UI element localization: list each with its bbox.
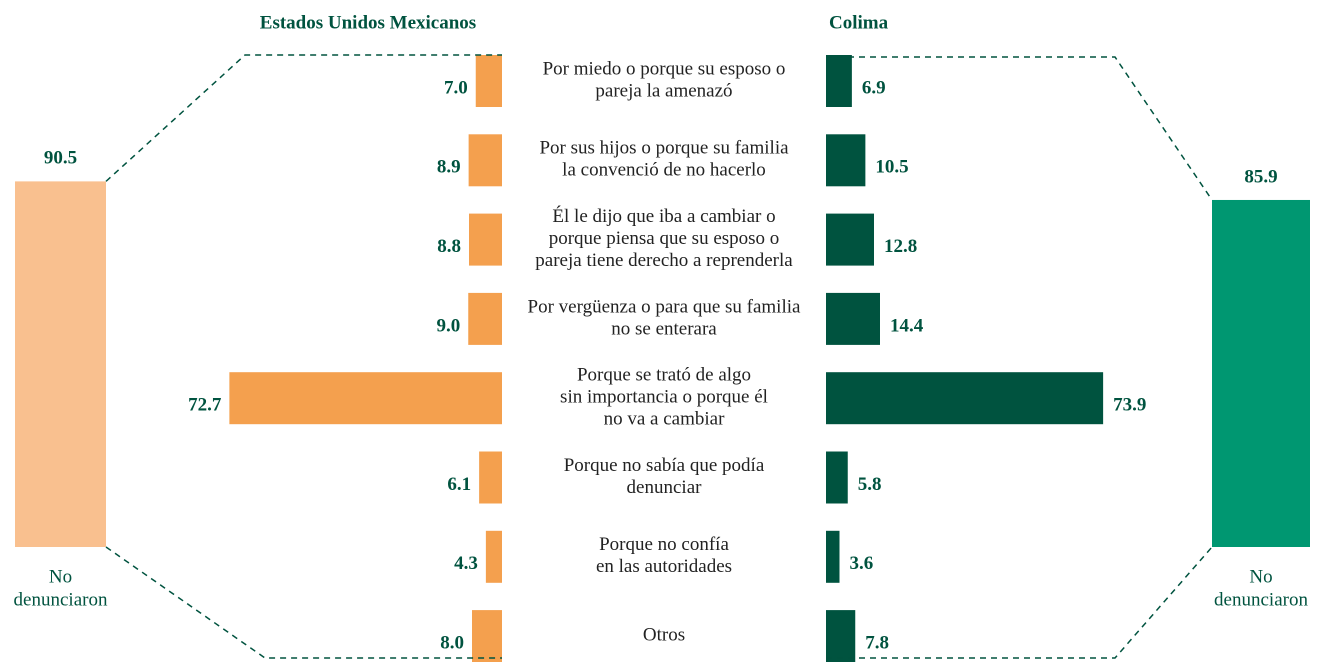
connector bbox=[105, 54, 502, 182]
bar bbox=[826, 292, 880, 345]
connector bbox=[826, 546, 1213, 659]
total-label: No bbox=[1249, 566, 1272, 587]
value-label: 6.1 bbox=[447, 474, 471, 495]
bar bbox=[826, 610, 856, 662]
category-label: Por sus hijos o porque su familia bbox=[539, 138, 789, 159]
bar bbox=[826, 372, 1104, 425]
total-bar bbox=[1212, 199, 1310, 548]
value-label: 6.9 bbox=[862, 77, 886, 98]
value-label: 14.4 bbox=[890, 315, 924, 336]
bar bbox=[826, 134, 866, 187]
value-label: 9.0 bbox=[437, 315, 461, 336]
category-label: no se enterara bbox=[611, 318, 717, 339]
total-value: 85.9 bbox=[1244, 166, 1277, 187]
bar bbox=[468, 134, 502, 187]
bar bbox=[479, 451, 502, 504]
total-label: denunciaron bbox=[1214, 589, 1308, 610]
value-label: 7.0 bbox=[444, 77, 468, 98]
series-title: Colima bbox=[829, 12, 889, 33]
category-label: pareja la amenazó bbox=[595, 80, 732, 101]
category-label: pareja tiene derecho a reprenderla bbox=[535, 250, 793, 271]
category-label: Porque no sabía que podía bbox=[564, 455, 765, 476]
value-label: 8.9 bbox=[437, 157, 461, 178]
category-label: Por miedo o porque su esposo o bbox=[543, 58, 786, 79]
category-label: no va a cambiar bbox=[604, 409, 725, 430]
total-label: denunciaron bbox=[14, 589, 108, 610]
total-value: 90.5 bbox=[44, 148, 77, 169]
value-label: 10.5 bbox=[875, 157, 908, 178]
value-label: 5.8 bbox=[858, 474, 882, 495]
category-label: sin importancia o porque él bbox=[560, 387, 768, 408]
bar bbox=[472, 610, 502, 662]
category-label: la convenció de no hacerlo bbox=[562, 160, 766, 181]
category-label: Por vergüenza o para que su familia bbox=[528, 296, 802, 317]
bar bbox=[475, 55, 502, 107]
category-label: Él le dijo que iba a cambiar o bbox=[552, 205, 775, 227]
bar bbox=[826, 213, 874, 266]
total-label: No bbox=[49, 566, 72, 587]
category-label: Porque no confía bbox=[599, 534, 729, 555]
bar bbox=[826, 451, 848, 504]
category-label: porque piensa que su esposo o bbox=[549, 228, 780, 249]
bar bbox=[826, 530, 840, 583]
value-label: 8.0 bbox=[440, 632, 464, 653]
value-label: 12.8 bbox=[884, 236, 917, 257]
series-title: Estados Unidos Mexicanos bbox=[260, 12, 476, 33]
connector bbox=[826, 56, 1213, 201]
value-label: 7.8 bbox=[865, 632, 889, 653]
bar bbox=[469, 213, 502, 266]
bar bbox=[485, 530, 502, 583]
category-label: en las autoridades bbox=[596, 556, 732, 577]
value-label: 4.3 bbox=[454, 553, 478, 574]
value-label: 73.9 bbox=[1113, 395, 1146, 416]
total-bar bbox=[15, 181, 106, 547]
category-label: Otros bbox=[643, 624, 685, 645]
bar bbox=[468, 292, 502, 345]
value-label: 8.8 bbox=[437, 236, 461, 257]
category-label: denunciar bbox=[627, 477, 703, 498]
value-label: 3.6 bbox=[850, 553, 874, 574]
value-label: 72.7 bbox=[188, 395, 222, 416]
bar bbox=[826, 55, 852, 107]
category-label: Porque se trató de algo bbox=[577, 365, 751, 386]
bar bbox=[229, 372, 502, 425]
